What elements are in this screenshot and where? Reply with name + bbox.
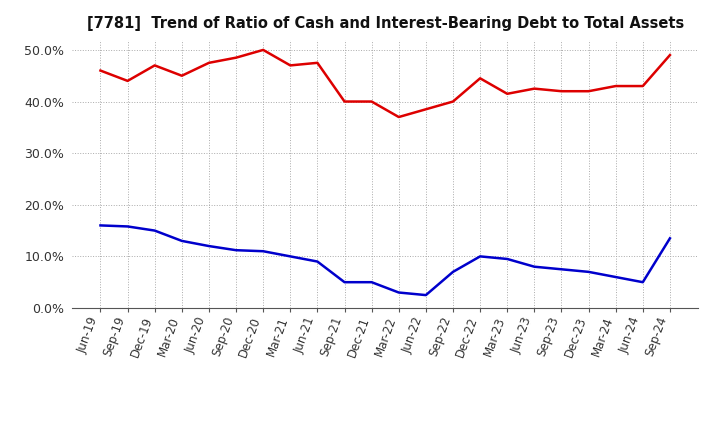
Cash bbox=[313, 60, 322, 66]
Interest-Bearing Debt bbox=[639, 279, 647, 285]
Interest-Bearing Debt bbox=[259, 249, 268, 254]
Cash bbox=[123, 78, 132, 84]
Cash bbox=[530, 86, 539, 91]
Interest-Bearing Debt bbox=[530, 264, 539, 269]
Cash bbox=[421, 106, 430, 112]
Interest-Bearing Debt bbox=[665, 236, 674, 241]
Cash bbox=[341, 99, 349, 104]
Interest-Bearing Debt bbox=[123, 224, 132, 229]
Interest-Bearing Debt bbox=[584, 269, 593, 275]
Interest-Bearing Debt bbox=[476, 254, 485, 259]
Cash bbox=[150, 63, 159, 68]
Cash bbox=[204, 60, 213, 66]
Interest-Bearing Debt bbox=[449, 269, 457, 275]
Cash bbox=[557, 88, 566, 94]
Interest-Bearing Debt bbox=[178, 238, 186, 244]
Cash bbox=[232, 55, 240, 60]
Interest-Bearing Debt bbox=[503, 257, 511, 262]
Cash bbox=[395, 114, 403, 120]
Interest-Bearing Debt bbox=[421, 293, 430, 298]
Interest-Bearing Debt bbox=[611, 275, 620, 280]
Cash bbox=[503, 91, 511, 96]
Cash bbox=[259, 47, 268, 52]
Cash bbox=[367, 99, 376, 104]
Interest-Bearing Debt bbox=[286, 254, 294, 259]
Line: Cash: Cash bbox=[101, 50, 670, 117]
Cash bbox=[639, 84, 647, 89]
Title: [7781]  Trend of Ratio of Cash and Interest-Bearing Debt to Total Assets: [7781] Trend of Ratio of Cash and Intere… bbox=[86, 16, 684, 32]
Cash bbox=[665, 52, 674, 58]
Interest-Bearing Debt bbox=[96, 223, 105, 228]
Interest-Bearing Debt bbox=[313, 259, 322, 264]
Cash bbox=[449, 99, 457, 104]
Cash bbox=[286, 63, 294, 68]
Line: Interest-Bearing Debt: Interest-Bearing Debt bbox=[101, 225, 670, 295]
Interest-Bearing Debt bbox=[395, 290, 403, 295]
Interest-Bearing Debt bbox=[150, 228, 159, 233]
Cash bbox=[611, 84, 620, 89]
Interest-Bearing Debt bbox=[204, 243, 213, 249]
Interest-Bearing Debt bbox=[367, 279, 376, 285]
Cash bbox=[584, 88, 593, 94]
Interest-Bearing Debt bbox=[557, 267, 566, 272]
Cash bbox=[96, 68, 105, 73]
Cash bbox=[476, 76, 485, 81]
Interest-Bearing Debt bbox=[232, 248, 240, 253]
Cash bbox=[178, 73, 186, 78]
Interest-Bearing Debt bbox=[341, 279, 349, 285]
